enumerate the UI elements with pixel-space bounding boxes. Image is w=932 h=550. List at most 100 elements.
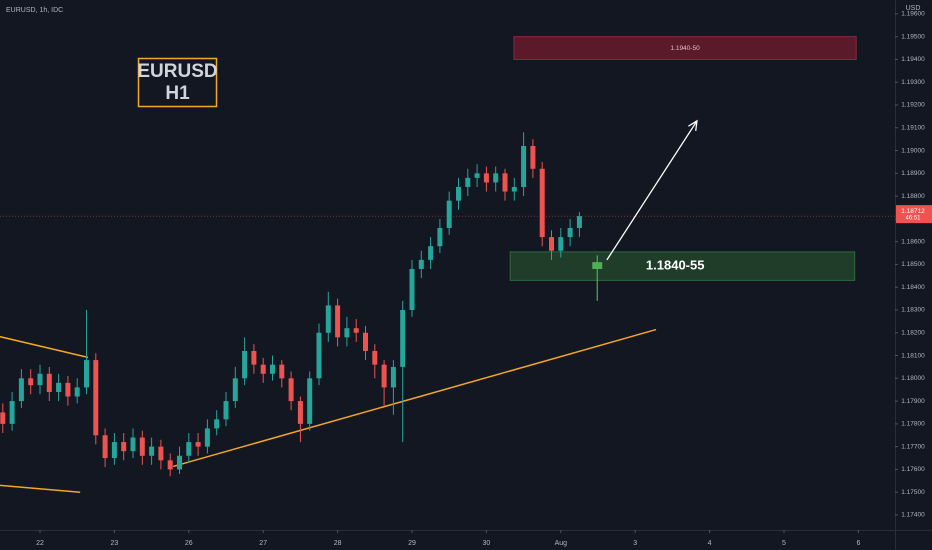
candle-body	[121, 442, 127, 452]
x-tick-label: 3	[633, 540, 637, 547]
candle-body	[242, 350, 248, 379]
y-tick-label: 1.18600	[901, 238, 925, 245]
y-tick-label: 1.19400	[901, 56, 925, 63]
candle-body	[28, 378, 34, 386]
candle-body	[223, 401, 229, 420]
candle-body	[372, 350, 378, 365]
x-tick-label: 28	[334, 540, 342, 547]
candle-body	[521, 145, 527, 187]
candle-body	[0, 412, 6, 424]
candle-body	[316, 332, 322, 379]
x-tick-label: 26	[185, 540, 193, 547]
candle-body	[483, 173, 489, 183]
candle-body	[74, 387, 80, 397]
candle-body	[269, 364, 275, 374]
price-label-box	[896, 205, 932, 224]
x-tick-label: 4	[708, 540, 712, 547]
y-tick-label: 1.19100	[901, 124, 925, 131]
y-tick-label: 1.19000	[901, 147, 925, 154]
resistance-label: 1.1940-50	[670, 45, 700, 52]
y-tick-label: 1.17500	[901, 489, 925, 496]
candle-body	[214, 419, 220, 429]
candle-body	[558, 237, 564, 251]
candle-body	[353, 328, 359, 333]
candle-body	[130, 437, 136, 452]
current-price-label: 1.18712	[901, 208, 925, 215]
y-tick-label: 1.19300	[901, 79, 925, 86]
y-tick-label: 1.18100	[901, 352, 925, 359]
y-tick-label: 1.17900	[901, 398, 925, 405]
candle-body	[139, 437, 145, 456]
candle-body	[511, 186, 517, 192]
y-tick-label: 1.19600	[901, 11, 925, 18]
x-tick-label: 30	[483, 540, 491, 547]
candle-body	[390, 366, 396, 388]
y-tick-label: 1.18000	[901, 375, 925, 382]
candle-body	[46, 373, 52, 392]
candle-body	[576, 216, 582, 228]
candle-body	[204, 428, 210, 447]
candle-body	[18, 378, 24, 402]
candle-body	[400, 309, 406, 367]
candle-body	[56, 382, 62, 392]
y-tick-label: 1.18500	[901, 261, 925, 268]
candle-body	[37, 373, 43, 386]
title-box	[137, 57, 218, 108]
arrow-line	[606, 120, 698, 261]
candle-body	[93, 360, 99, 436]
candle-body	[279, 364, 285, 379]
y-tick-label: 1.17600	[901, 466, 925, 473]
candle-body	[530, 145, 536, 169]
trend-line	[0, 335, 89, 359]
candle-body	[335, 305, 341, 338]
candle-body	[307, 378, 313, 424]
candle-body	[549, 237, 555, 251]
candle-body	[381, 364, 387, 388]
arrow-head	[688, 119, 698, 131]
y-tick-label: 1.18400	[901, 284, 925, 291]
candle-body	[102, 435, 108, 459]
support-zone	[509, 251, 856, 281]
candle-body	[158, 446, 164, 461]
y-tick-label: 1.18900	[901, 170, 925, 177]
resistance-zone	[513, 36, 857, 60]
candle-body	[428, 246, 434, 260]
x-tick-label: 29	[408, 540, 416, 547]
y-tick-label: 1.18300	[901, 307, 925, 314]
trend-line	[0, 484, 81, 493]
candle-body	[344, 328, 350, 338]
candle-body	[437, 227, 443, 247]
candle-body	[297, 401, 303, 424]
x-tick-label: 5	[782, 540, 786, 547]
x-tick-label: 6	[856, 540, 860, 547]
candle-body	[539, 168, 545, 238]
chart-subtitle: H1	[165, 83, 190, 104]
x-tick-label: Aug	[555, 540, 568, 547]
candle-body	[325, 305, 331, 333]
candle-body	[260, 364, 266, 374]
candle-body	[418, 259, 424, 269]
candle-body	[465, 177, 471, 187]
candle-body	[195, 442, 201, 447]
candle-body	[83, 360, 89, 388]
currency-label: USD	[906, 5, 921, 12]
chart-title: EURUSD	[137, 61, 217, 82]
candle-body	[149, 446, 155, 456]
candle-body	[288, 378, 294, 402]
y-tick-label: 1.17800	[901, 421, 925, 428]
candle-body	[9, 401, 15, 424]
y-tick-label: 1.19500	[901, 33, 925, 40]
candle-body	[409, 268, 415, 310]
candle-body	[176, 455, 182, 470]
x-tick-label: 22	[36, 540, 44, 547]
candle-body	[232, 378, 238, 402]
candle-body	[111, 442, 117, 459]
y-tick-label: 1.17700	[901, 443, 925, 450]
projection-body	[592, 262, 603, 269]
candle-body	[362, 332, 368, 351]
candle-body	[186, 442, 192, 456]
y-tick-label: 1.17400	[901, 512, 925, 519]
x-tick-label: 27	[259, 540, 267, 547]
y-tick-label: 1.19200	[901, 102, 925, 109]
